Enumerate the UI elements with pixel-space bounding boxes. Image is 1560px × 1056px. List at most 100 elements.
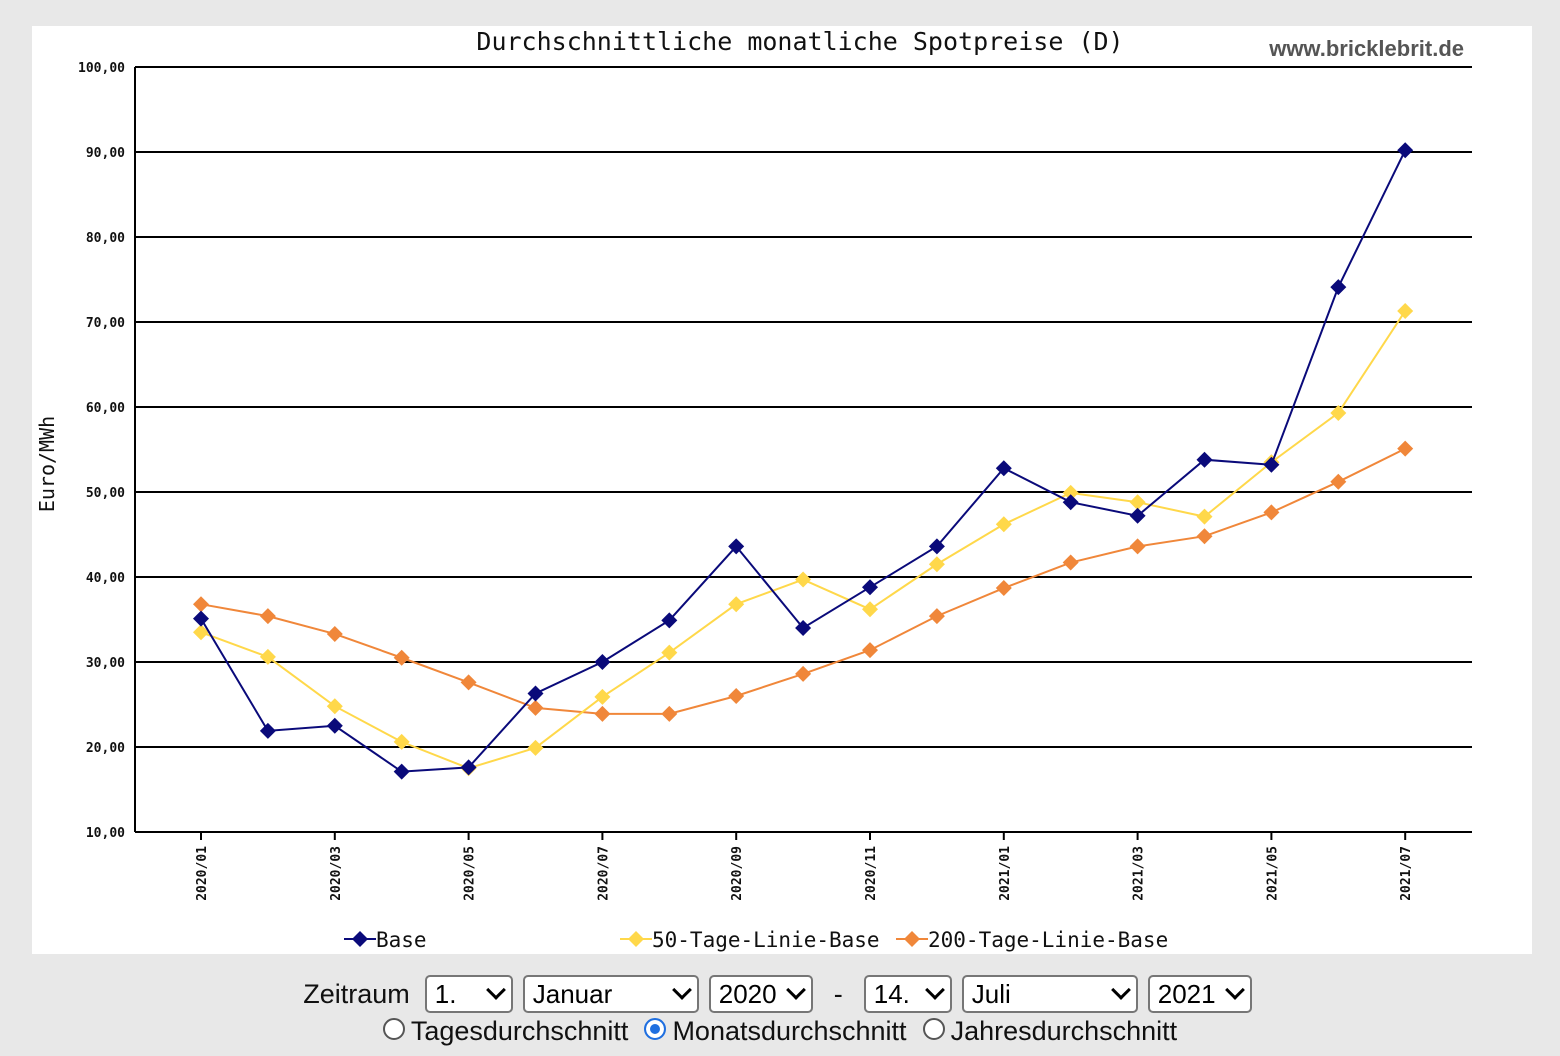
x-tick-label: 2020/11: [864, 846, 879, 901]
range-separator: -: [833, 978, 843, 1009]
y-tick-label: 80,00: [86, 231, 125, 246]
to-day-select[interactable]: 14.: [863, 975, 952, 1013]
data-point: [594, 688, 611, 705]
x-tick-label: 2020/07: [596, 846, 611, 901]
x-tick-labels: 2020/01 2020/03 2020/05 2020/07 2020/09 2020/…: [195, 846, 1414, 901]
data-point: [259, 722, 276, 739]
data-point: [728, 538, 745, 555]
x-tick-label: 2020/09: [730, 846, 745, 901]
data-point: [928, 556, 945, 573]
watermark: www.bricklebrit.de: [1268, 36, 1464, 61]
from-day-value: 1.: [434, 979, 457, 1009]
legend-label: Base: [376, 928, 427, 952]
from-day-select[interactable]: 1.: [424, 975, 513, 1013]
data-point: [1330, 279, 1347, 296]
chevron-down-icon: [924, 980, 945, 1000]
data-point: [460, 674, 477, 691]
data-point: [193, 596, 209, 613]
y-tick-label: 10,00: [86, 826, 125, 841]
date-range-controls: Zeitraum 1. Januar 2020 - 14. Juli 2021: [0, 972, 1560, 1016]
data-point: [1196, 528, 1213, 545]
x-tick-label: 2020/05: [463, 846, 478, 901]
data-point: [661, 644, 678, 661]
data-point: [728, 596, 745, 613]
chevron-down-icon: [1110, 980, 1131, 1000]
from-year-select[interactable]: 2020: [708, 975, 813, 1013]
chevron-down-icon: [485, 980, 506, 1000]
y-tick-label: 100,00: [78, 61, 125, 76]
data-point: [193, 610, 209, 627]
to-month-select[interactable]: Juli: [961, 975, 1138, 1013]
radio-label: Monatsdurchschnitt: [672, 1016, 907, 1046]
chevron-down-icon: [1224, 980, 1245, 1000]
x-tick-label: 2021/07: [1399, 846, 1414, 901]
data-point: [393, 733, 410, 750]
data-point: [1397, 440, 1414, 457]
data-point: [1062, 494, 1079, 511]
radio-button[interactable]: [382, 1018, 405, 1040]
y-tick-label: 30,00: [86, 656, 125, 671]
radio-option-monat[interactable]: Monatsdurchschnitt: [644, 1016, 907, 1056]
radio-button-selected[interactable]: [644, 1018, 667, 1040]
data-point: [393, 649, 410, 666]
data-point: [1196, 451, 1213, 468]
from-month-value: Januar: [532, 979, 613, 1009]
data-point: [1330, 404, 1347, 421]
data-point: [326, 717, 343, 734]
data-point: [995, 580, 1012, 597]
series-line-1: [200, 310, 1407, 770]
to-month-value: Juli: [971, 979, 1011, 1009]
y-tick-label: 70,00: [86, 316, 125, 331]
data-point: [326, 698, 343, 715]
data-point: [326, 625, 343, 642]
legend-label: 50-Tage-Linie-Base: [652, 928, 880, 952]
to-day-value: 14.: [873, 979, 910, 1009]
data-point: [862, 579, 878, 596]
chart-title: Durchschnittliche monatliche Spotpreise …: [476, 27, 1123, 56]
legend-marker: [628, 931, 644, 947]
radio-label: Tagesdurchschnitt: [410, 1016, 629, 1046]
data-point: [1330, 473, 1347, 490]
to-year-value: 2021: [1157, 979, 1216, 1009]
data-point: [259, 648, 276, 665]
y-tick-label: 40,00: [86, 571, 125, 586]
y-tick-label: 60,00: [86, 401, 125, 416]
x-tick-label: 2021/01: [998, 846, 1013, 901]
data-point: [527, 739, 544, 756]
data-point: [527, 685, 544, 702]
radio-option-tag[interactable]: Tagesdurchschnitt: [382, 1016, 629, 1056]
to-year-select[interactable]: 2021: [1147, 975, 1252, 1013]
series-layer: [193, 142, 1414, 780]
data-point: [862, 642, 878, 659]
chevron-down-icon: [785, 980, 806, 1000]
x-tick-label: 2020/03: [329, 846, 344, 901]
data-point: [1196, 508, 1213, 525]
chart-panel: Durchschnittliche monatliche Spotpreise …: [32, 26, 1532, 954]
radio-button[interactable]: [922, 1018, 945, 1040]
data-point: [594, 705, 611, 722]
x-tick-label: 2020/01: [195, 846, 210, 901]
data-point: [995, 516, 1012, 533]
radio-option-jahr[interactable]: Jahresdurchschnitt: [922, 1016, 1177, 1056]
data-point: [728, 688, 745, 704]
data-point: [661, 705, 678, 722]
legend-marker: [352, 931, 368, 947]
data-point: [995, 460, 1012, 477]
data-point: [594, 654, 611, 670]
chart-svg: Durchschnittliche monatliche Spotpreise …: [35, 27, 1472, 952]
data-point: [1397, 302, 1414, 319]
data-point: [928, 538, 945, 555]
y-axis-label: Euro/MWh: [35, 416, 59, 512]
legend-marker: [904, 931, 920, 947]
from-month-select[interactable]: Januar: [522, 975, 699, 1013]
data-point: [795, 665, 812, 682]
data-point: [460, 759, 477, 776]
x-tick-label: 2021/03: [1132, 846, 1147, 901]
grid-layer: [134, 66, 1472, 840]
x-tick-label: 2021/05: [1265, 846, 1280, 901]
data-point: [1129, 494, 1146, 511]
data-point: [1263, 456, 1280, 473]
y-tick-label: 20,00: [86, 741, 125, 756]
data-point: [795, 620, 812, 636]
data-point: [1263, 504, 1280, 521]
